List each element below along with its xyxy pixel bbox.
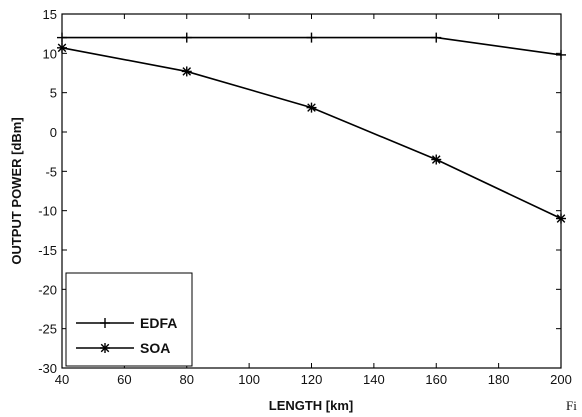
- y-tick-label: 5: [50, 86, 57, 101]
- data-point-soa: [181, 66, 192, 77]
- x-tick-label: 180: [488, 372, 510, 387]
- legend-label-soa: SOA: [140, 340, 170, 356]
- y-tick-label: -15: [38, 243, 57, 258]
- x-tick-label: 100: [238, 372, 260, 387]
- y-tick-label: -25: [38, 322, 57, 337]
- y-axis-title: OUTPUT POWER [dBm]: [9, 117, 24, 264]
- y-tick-label: 10: [43, 46, 57, 61]
- data-point-soa: [431, 154, 442, 165]
- x-tick-label: 160: [425, 372, 447, 387]
- x-axis: 40 60 80 100 120 140 160 180 200: [55, 14, 572, 387]
- x-tick-label: 200: [550, 372, 572, 387]
- legend: EDFA SOA: [65, 272, 193, 367]
- corner-note: Fi: [566, 398, 577, 413]
- x-tick-label: 120: [301, 372, 323, 387]
- legend-marker-edfa: [100, 318, 110, 328]
- data-point-edfa: [306, 32, 317, 43]
- y-tick-label: 15: [43, 7, 57, 22]
- data-point-soa: [306, 102, 317, 113]
- legend-box: [65, 272, 193, 367]
- series-layer: [57, 32, 566, 224]
- data-point-soa: [556, 213, 566, 224]
- legend-marker-soa: [100, 343, 110, 353]
- y-tick-label: -5: [45, 164, 57, 179]
- y-tick-label: -30: [38, 361, 57, 376]
- x-tick-label: 140: [363, 372, 385, 387]
- y-axis: 15 10 5 0 -5 -10 -15 -20 -25 -30: [38, 7, 561, 376]
- y-tick-label: -20: [38, 282, 57, 297]
- y-tick-label: 0: [50, 125, 57, 140]
- x-tick-label: 60: [117, 372, 131, 387]
- x-tick-label: 80: [180, 372, 194, 387]
- data-point-edfa: [556, 49, 566, 60]
- x-axis-title: LENGTH [km]: [269, 398, 354, 413]
- data-point-edfa: [431, 32, 442, 43]
- x-tick-label: 40: [55, 372, 69, 387]
- data-point-edfa: [181, 32, 192, 43]
- legend-label-edfa: EDFA: [140, 315, 177, 331]
- data-point-soa: [57, 42, 67, 53]
- data-point-edfa: [57, 32, 67, 43]
- y-tick-label: -10: [38, 204, 57, 219]
